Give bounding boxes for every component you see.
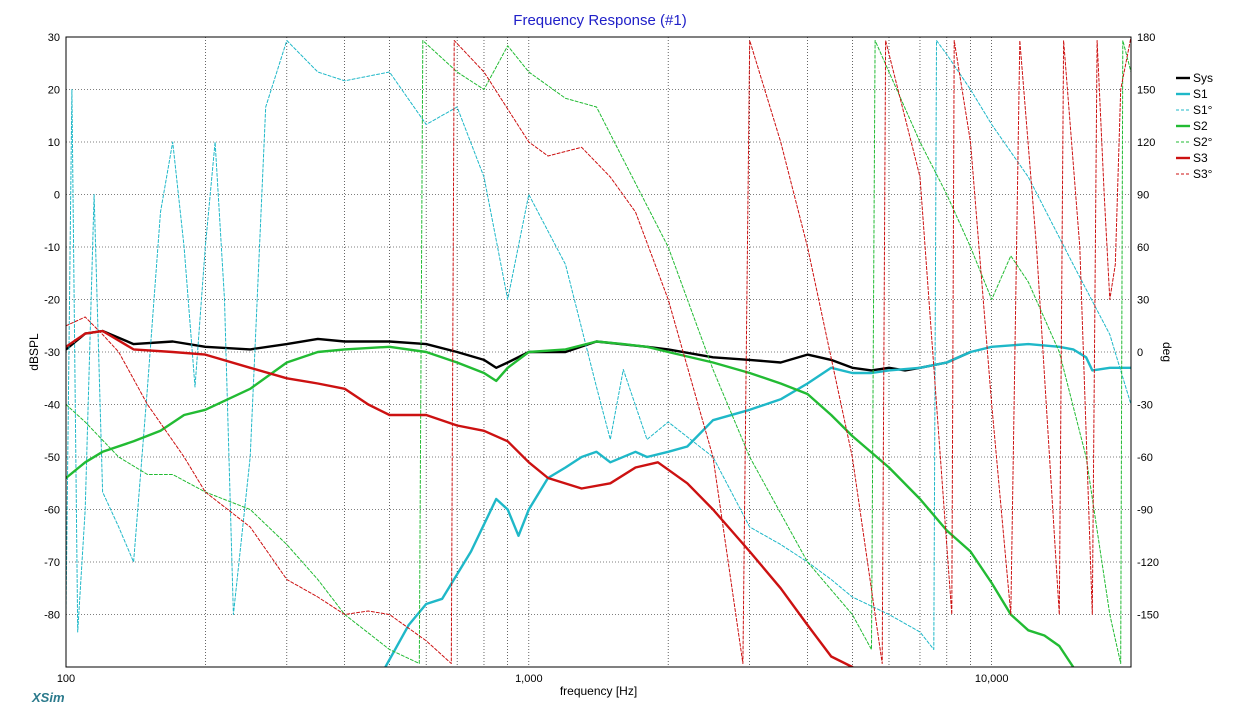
x-tick-label: 100 xyxy=(57,673,75,685)
x-axis-label: frequency [Hz] xyxy=(560,684,637,698)
y-tick-label: 20 xyxy=(48,85,60,97)
y2-tick-label: 0 xyxy=(1137,347,1143,359)
legend-label: S3 xyxy=(1193,151,1208,165)
y2-tick-label: 30 xyxy=(1137,295,1149,307)
chart-title: Frequency Response (#1) xyxy=(513,12,687,29)
y-tick-label: 0 xyxy=(54,190,60,202)
legend-label: Sys xyxy=(1193,71,1213,85)
legend-label: S2 xyxy=(1193,119,1208,133)
series-line-s3 xyxy=(66,329,854,667)
legend-label: S3° xyxy=(1193,167,1213,181)
y2-tick-label: 150 xyxy=(1137,85,1155,97)
y-tick-label: -10 xyxy=(44,242,60,254)
series-line-s2 xyxy=(66,340,1075,667)
x-tick-label: 10,000 xyxy=(975,673,1009,685)
y2-tick-label: -90 xyxy=(1137,505,1153,517)
y-tick-label: -50 xyxy=(44,452,60,464)
y2-tick-label: -30 xyxy=(1137,400,1153,412)
y2-tick-label: -150 xyxy=(1137,610,1159,622)
legend-label: S1 xyxy=(1193,87,1208,101)
legend-label: S1° xyxy=(1193,103,1213,117)
legend-label: S2° xyxy=(1193,135,1213,149)
y-tick-label: -60 xyxy=(44,505,60,517)
plot-border xyxy=(65,36,1132,668)
y2-tick-label: -60 xyxy=(1137,452,1153,464)
y-axis-label: dBSPL xyxy=(27,333,41,371)
series-line-s1 xyxy=(384,342,1131,667)
y-tick-label: 30 xyxy=(48,32,60,44)
y-tick-label: -20 xyxy=(44,295,60,307)
x-tick-label: 1,000 xyxy=(515,673,543,685)
y-tick-label: 10 xyxy=(48,137,60,149)
y2-tick-label: 180 xyxy=(1137,32,1155,44)
y-tick-label: -80 xyxy=(44,610,60,622)
series-line-s2-phase xyxy=(66,40,1131,664)
y2-axis-label: deg xyxy=(1160,342,1174,362)
y2-tick-label: 90 xyxy=(1137,190,1149,202)
series-line-s1-phase xyxy=(66,40,1131,650)
y-tick-label: -40 xyxy=(44,400,60,412)
y2-tick-label: 60 xyxy=(1137,242,1149,254)
xsim-logo: XSim xyxy=(32,690,65,705)
series-line-s3-phase xyxy=(66,37,1131,664)
y-tick-label: -70 xyxy=(44,557,60,569)
y2-tick-label: 120 xyxy=(1137,137,1155,149)
y-tick-label: -30 xyxy=(44,347,60,359)
y2-tick-label: -120 xyxy=(1137,557,1159,569)
